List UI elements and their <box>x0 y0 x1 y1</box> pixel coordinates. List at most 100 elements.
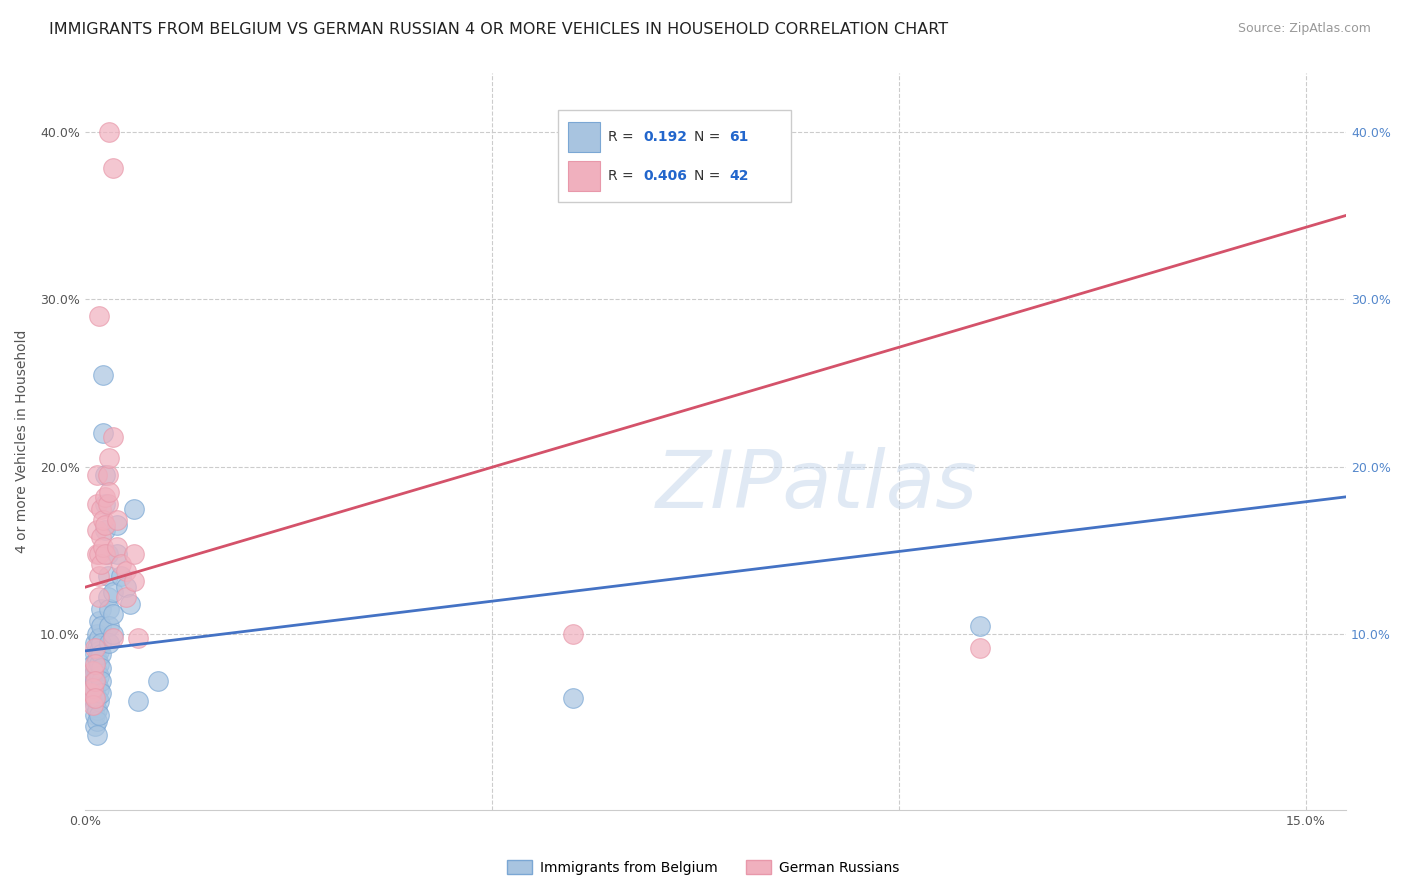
Point <box>83 674 105 689</box>
Point <box>86 690 108 705</box>
Point <box>90 661 112 675</box>
Point <box>82 690 104 705</box>
Point <box>83 664 105 678</box>
Point <box>89 657 111 672</box>
Point <box>83 648 105 662</box>
Text: IMMIGRANTS FROM BELGIUM VS GERMAN RUSSIAN 4 OR MORE VEHICLES IN HOUSEHOLD CORREL: IMMIGRANTS FROM BELGIUM VS GERMAN RUSSIA… <box>49 22 948 37</box>
FancyBboxPatch shape <box>558 110 792 202</box>
Point <box>89 568 111 582</box>
Point <box>114 580 136 594</box>
Point <box>86 640 108 655</box>
Point <box>89 682 111 697</box>
Point <box>80 686 103 700</box>
Point <box>86 652 108 666</box>
Point <box>105 513 128 527</box>
Point <box>146 674 169 689</box>
Point <box>118 597 141 611</box>
Text: N =: N = <box>695 169 725 183</box>
Point <box>127 694 149 708</box>
Point <box>122 501 145 516</box>
Point <box>82 657 104 672</box>
Point <box>89 309 111 323</box>
Point <box>90 674 112 689</box>
Point <box>82 664 104 678</box>
Point <box>103 631 125 645</box>
Point <box>90 557 112 571</box>
Point <box>97 496 120 510</box>
Point <box>105 547 128 561</box>
Point <box>89 614 111 628</box>
Text: N =: N = <box>695 130 725 145</box>
Point <box>83 686 105 700</box>
Point <box>969 619 991 633</box>
Point <box>83 635 105 649</box>
Point <box>86 714 108 729</box>
Point <box>82 681 104 695</box>
Point <box>97 468 120 483</box>
Point <box>94 518 117 533</box>
Point <box>969 640 991 655</box>
Point <box>98 602 121 616</box>
Point <box>83 657 105 672</box>
Text: R =: R = <box>609 130 638 145</box>
Text: R =: R = <box>609 169 638 183</box>
Point <box>110 568 132 582</box>
Point <box>90 619 112 633</box>
Point <box>97 591 120 605</box>
Point <box>122 547 145 561</box>
Point <box>105 540 128 554</box>
Point <box>83 640 105 655</box>
Point <box>83 719 105 733</box>
Point <box>94 468 117 483</box>
Point <box>86 664 108 678</box>
Point <box>103 627 125 641</box>
Text: 42: 42 <box>730 169 749 183</box>
Point <box>94 547 117 561</box>
Point <box>89 694 111 708</box>
Point <box>83 707 105 722</box>
Point <box>86 627 108 641</box>
Point <box>89 644 111 658</box>
Point <box>91 540 114 554</box>
Point <box>103 429 125 443</box>
Point <box>103 585 125 599</box>
Point <box>98 484 121 499</box>
Point <box>83 674 105 689</box>
Point <box>86 524 108 538</box>
Point <box>97 547 120 561</box>
Point <box>86 547 108 561</box>
Point <box>91 513 114 527</box>
Point <box>105 518 128 533</box>
Point <box>91 368 114 382</box>
Point <box>98 125 121 139</box>
Point <box>90 686 112 700</box>
Point <box>90 635 112 649</box>
Point <box>86 677 108 691</box>
Point <box>114 591 136 605</box>
Text: 0.406: 0.406 <box>644 169 688 183</box>
Text: Source: ZipAtlas.com: Source: ZipAtlas.com <box>1237 22 1371 36</box>
Point <box>114 564 136 578</box>
Point <box>90 602 112 616</box>
Point <box>90 648 112 662</box>
Point <box>89 547 111 561</box>
Text: ZIPatlas: ZIPatlas <box>655 447 977 524</box>
Point <box>83 698 105 712</box>
Text: 61: 61 <box>730 130 749 145</box>
Point <box>90 501 112 516</box>
FancyBboxPatch shape <box>568 122 599 152</box>
Text: 0.192: 0.192 <box>644 130 688 145</box>
Point <box>103 161 125 176</box>
Point <box>80 677 103 691</box>
Point <box>98 451 121 466</box>
Point <box>82 669 104 683</box>
Point <box>562 690 585 705</box>
Point <box>97 568 120 582</box>
FancyBboxPatch shape <box>568 161 599 191</box>
Point <box>89 707 111 722</box>
Y-axis label: 4 or more Vehicles in Household: 4 or more Vehicles in Household <box>15 330 30 553</box>
Point <box>127 631 149 645</box>
Point <box>86 496 108 510</box>
Point <box>89 631 111 645</box>
Point <box>103 607 125 621</box>
